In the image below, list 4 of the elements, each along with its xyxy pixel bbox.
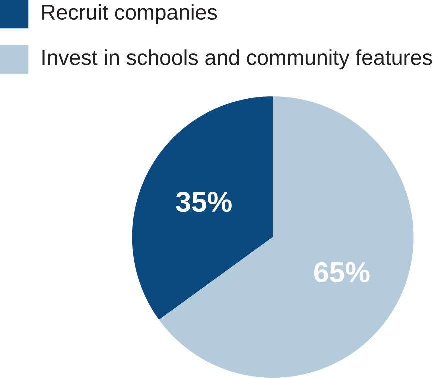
data-label: 65%: [314, 262, 370, 283]
legend-label: Invest in schools and community features: [42, 50, 432, 70]
data-label: 35%: [176, 192, 232, 212]
legend-label: Recruit companies: [42, 4, 218, 24]
